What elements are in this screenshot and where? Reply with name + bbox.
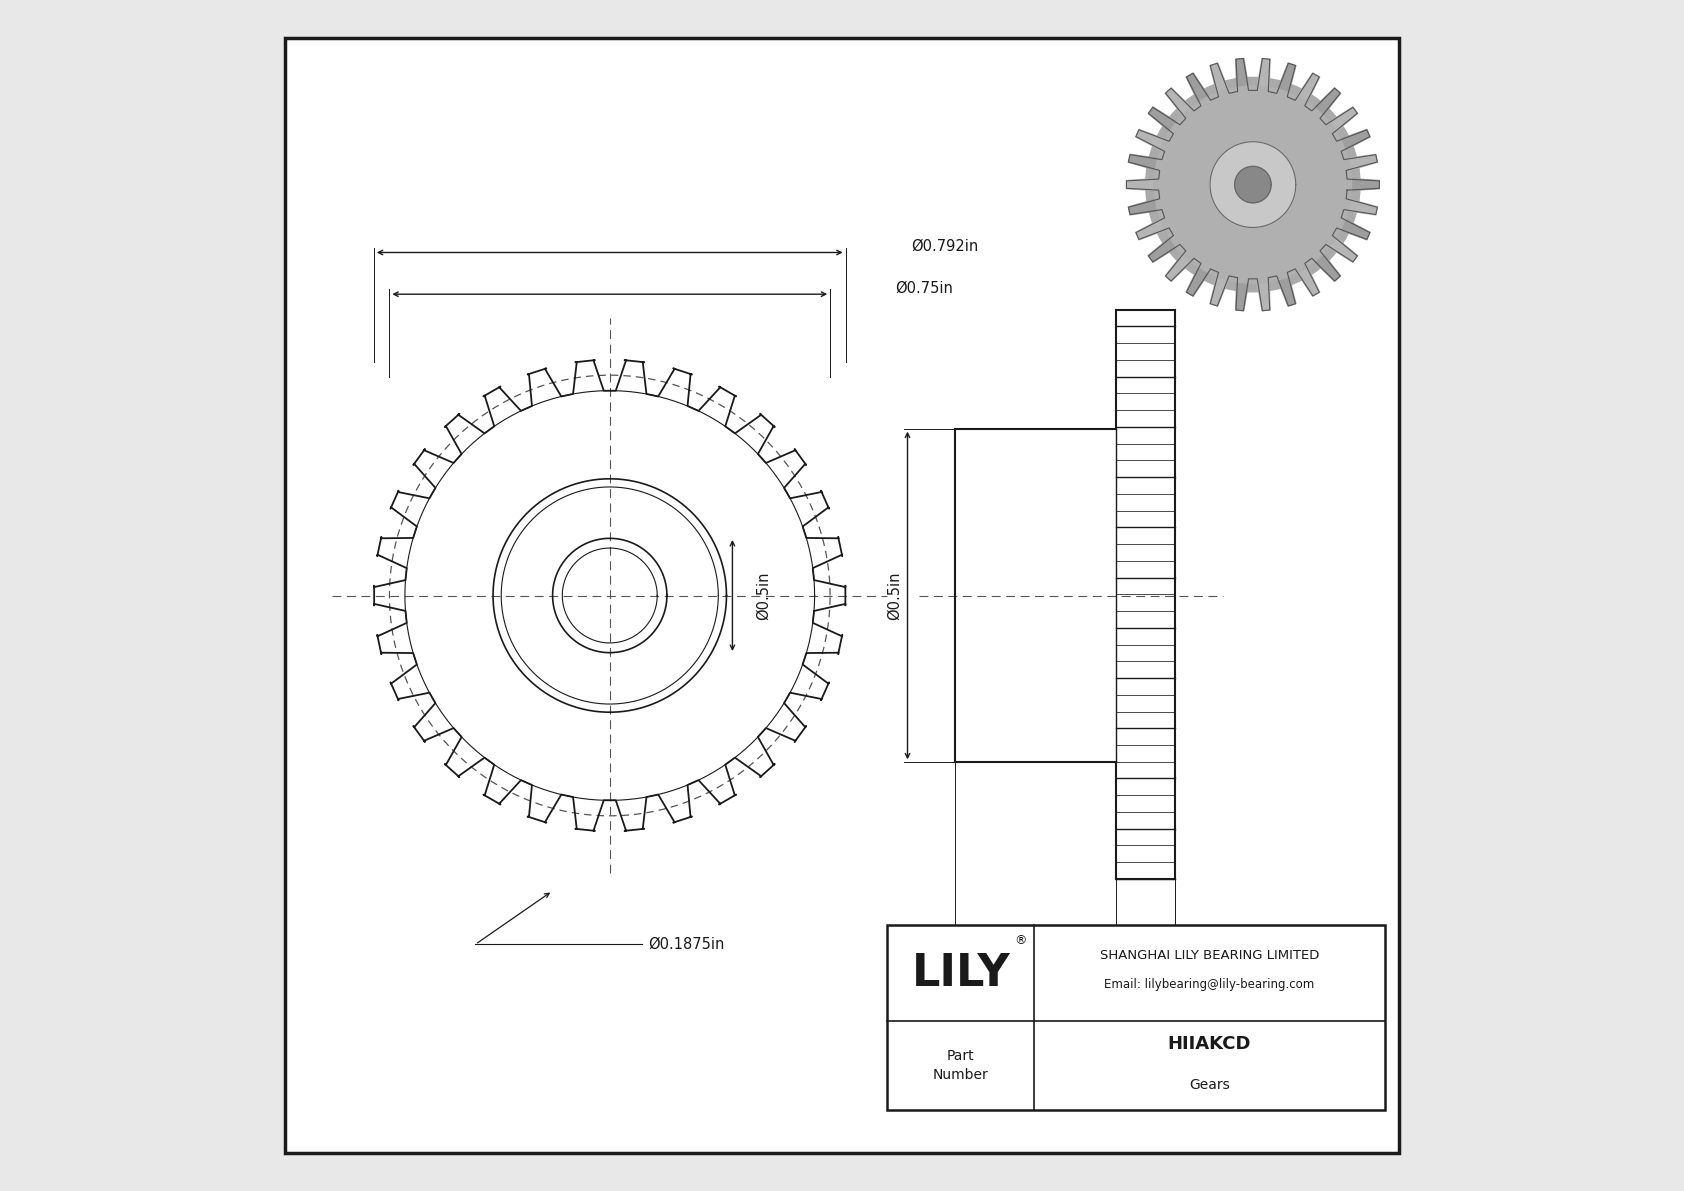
Polygon shape (1128, 200, 1157, 214)
Polygon shape (1165, 88, 1191, 114)
Polygon shape (1315, 255, 1340, 281)
Polygon shape (1209, 63, 1228, 92)
Circle shape (1234, 167, 1271, 202)
Polygon shape (1278, 63, 1297, 92)
Polygon shape (1342, 220, 1371, 239)
Text: Ø0.75in: Ø0.75in (896, 281, 953, 295)
Circle shape (1145, 77, 1361, 292)
Polygon shape (1352, 179, 1379, 191)
Polygon shape (1209, 278, 1228, 306)
Text: 0.375in: 0.375in (1007, 960, 1063, 975)
Text: HIIAKCD: HIIAKCD (1169, 1035, 1251, 1053)
Text: ®: ® (1014, 934, 1027, 947)
Polygon shape (1148, 238, 1175, 262)
Text: Part
Number: Part Number (933, 1049, 989, 1083)
Text: Ø0.1875in: Ø0.1875in (648, 937, 724, 952)
Polygon shape (1186, 73, 1207, 101)
Polygon shape (1128, 155, 1157, 169)
Polygon shape (1148, 107, 1175, 131)
Polygon shape (1315, 88, 1340, 114)
Circle shape (1211, 142, 1295, 227)
Polygon shape (1135, 130, 1164, 149)
Polygon shape (1349, 200, 1378, 214)
Polygon shape (1165, 255, 1191, 281)
Text: LILY: LILY (911, 952, 1010, 994)
Text: Email: lilybearing@lily-bearing.com: Email: lilybearing@lily-bearing.com (1105, 979, 1315, 991)
Text: Ø0.5in: Ø0.5in (756, 572, 771, 619)
Polygon shape (1127, 179, 1154, 191)
Text: Gears: Gears (1189, 1078, 1229, 1092)
Polygon shape (1349, 155, 1378, 169)
Bar (887, 925, 1386, 1110)
Polygon shape (1236, 283, 1248, 311)
Text: Ø0.792in: Ø0.792in (911, 239, 978, 254)
Text: Ø0.5in: Ø0.5in (886, 572, 901, 619)
Polygon shape (1236, 58, 1248, 86)
Polygon shape (1258, 283, 1270, 311)
Polygon shape (1330, 107, 1357, 131)
Text: 0.125in: 0.125in (1130, 960, 1186, 975)
Polygon shape (1342, 130, 1371, 149)
Polygon shape (1330, 238, 1357, 262)
Polygon shape (1186, 268, 1207, 297)
Polygon shape (1258, 58, 1270, 86)
Polygon shape (1298, 268, 1320, 297)
Polygon shape (1298, 73, 1320, 101)
Polygon shape (1135, 220, 1164, 239)
Circle shape (1154, 86, 1352, 283)
Polygon shape (1278, 278, 1297, 306)
Text: SHANGHAI LILY BEARING LIMITED: SHANGHAI LILY BEARING LIMITED (1100, 949, 1319, 961)
